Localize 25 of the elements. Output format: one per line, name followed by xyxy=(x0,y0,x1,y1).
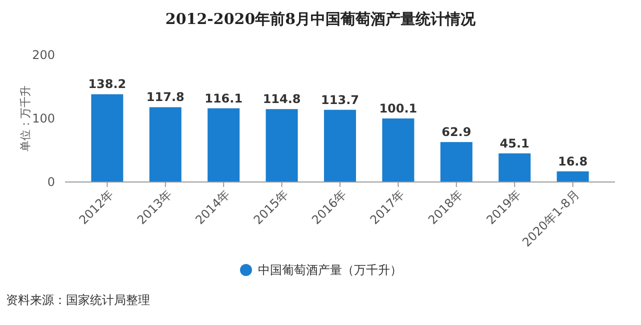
chart-title: 2012-2020年前8月中国葡萄酒产量统计情况 xyxy=(165,10,477,28)
y-tick-label: 200 xyxy=(32,48,55,62)
bar xyxy=(324,110,356,182)
bar xyxy=(382,118,414,182)
data-label: 116.1 xyxy=(204,91,243,106)
bar xyxy=(91,94,124,182)
data-label: 45.1 xyxy=(500,136,530,150)
data-label: 16.8 xyxy=(558,154,588,168)
data-label: 113.7 xyxy=(321,92,359,107)
y-tick-label: 100 xyxy=(32,112,55,126)
data-label: 100.1 xyxy=(379,101,418,116)
data-label: 114.8 xyxy=(262,92,301,106)
data-label: 138.2 xyxy=(88,77,126,92)
bar xyxy=(149,107,182,182)
y-tick-label: 0 xyxy=(47,175,55,190)
data-label: 117.8 xyxy=(146,90,184,104)
bar xyxy=(556,171,589,182)
data-label: 62.9 xyxy=(442,125,472,140)
legend-label: 中国葡萄酒产量（万千升） xyxy=(258,263,402,278)
bar xyxy=(208,108,240,182)
bar xyxy=(266,109,298,182)
bar xyxy=(498,153,531,182)
text: 资料来源：国家统计局整理 xyxy=(6,293,150,307)
bar xyxy=(440,142,472,182)
y-axis-title: 单位：万千升 xyxy=(19,86,32,152)
